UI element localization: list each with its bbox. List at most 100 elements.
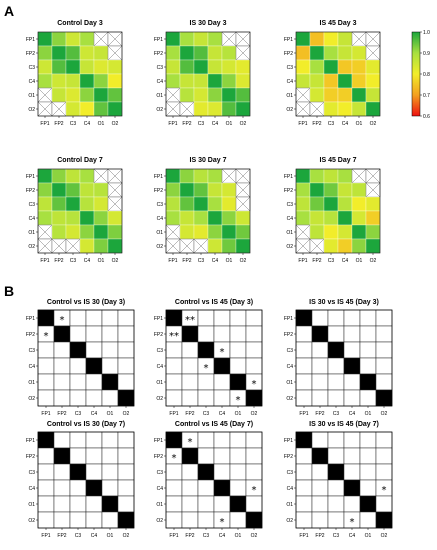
heatmap-is-45-day-7-cell (323, 196, 339, 212)
heatmap-control-day-3-cell (79, 87, 95, 103)
heatmap-is-45-day-3-cell (309, 59, 325, 75)
heatmap-control-day-3-frame (37, 31, 123, 117)
heatmap-control-day-7-cell (51, 168, 67, 184)
heatmap-control-day-7-cell (79, 168, 95, 184)
heatmap-control-day-7-cell (107, 224, 123, 240)
heatmap-is-30-day-7-cell (193, 224, 209, 240)
sig-is-30-vs-is-45-day-3-cell (327, 325, 345, 343)
heatmap-control-day-7-cell (51, 196, 67, 212)
heatmap-is-30-day-7-cross-line (235, 182, 251, 198)
heatmap-is-45-day-3-cell (309, 73, 325, 89)
sig-is-30-vs-is-45-day-3-cell (327, 373, 345, 391)
heatmap-is-30-day-7-cell (165, 210, 181, 226)
heatmap-is-30-day-7-ytick: O1 (156, 230, 163, 236)
sig-control-vs-is-30-day-3-cell (101, 325, 119, 343)
heatmap-is-45-day-3-cell (351, 45, 367, 61)
heatmap-control-day-7-cell (65, 168, 81, 184)
heatmap-control-day-7-cell (51, 224, 67, 240)
sig-is-30-vs-is-45-day-3-cell (295, 373, 313, 391)
sig-control-vs-is-30-day-7-diag-cell (37, 431, 55, 449)
sig-is-30-vs-is-45-day-3-cell (375, 309, 393, 327)
heatmap-control-day-3-cell (107, 73, 123, 89)
sig-control-vs-is-45-day-3-frame (165, 309, 263, 407)
sig-control-vs-is-30-day-7-cell (117, 495, 135, 513)
heatmap-is-45-day-7-cell (351, 196, 367, 212)
heatmap-is-45-day-3-cell (309, 31, 325, 47)
heatmap-control-day-3: Control Day 3 FP1 FP1 FP2 FP2 C3 C3 C4 C4 O1 O1 O2 O… (26, 20, 123, 127)
heatmap-is-45-day-7-cell (295, 196, 311, 212)
heatmap-is-30-day-3-cell (235, 59, 251, 75)
heatmap-control-day-7-xtick: C3 (70, 258, 77, 264)
sig-is-30-vs-is-45-day-3-ytick: O2 (286, 396, 293, 402)
sig-control-vs-is-45-day-7-xtick: FP1 (169, 533, 178, 539)
heatmap-is-45-day-3-cell (309, 87, 325, 103)
heatmap-is-30-day-3-cell (193, 59, 209, 75)
heatmap-is-45-day-7-cell (365, 224, 381, 240)
heatmap-control-day-7-frame (37, 168, 123, 254)
heatmap-is-45-day-7-cell (351, 224, 367, 240)
sig-control-vs-is-30-day-3-xtick: C4 (91, 411, 98, 417)
heatmap-control-day-7-ytick: FP2 (26, 188, 35, 194)
sig-control-vs-is-30-day-7-cell (117, 463, 135, 481)
sig-is-30-vs-is-45-day-7-cell (327, 511, 345, 529)
sig-control-vs-is-30-day-7-ytick: C4 (29, 486, 36, 492)
heatmap-is-45-day-7-cross-line (351, 168, 367, 184)
sig-control-vs-is-45-day-7-star: * (188, 437, 193, 448)
sig-control-vs-is-30-day-3-cell (69, 357, 87, 375)
sig-control-vs-is-45-day-7-cell (229, 463, 247, 481)
heatmap-control-day-3-xtick: FP1 (40, 121, 49, 127)
sig-is-30-vs-is-45-day-7-title: IS 30 vs IS 45 (Day 7) (309, 421, 379, 428)
sig-control-vs-is-30-day-7-xtick: FP1 (41, 533, 50, 539)
heatmap-control-day-3-cell (107, 59, 123, 75)
sig-is-30-vs-is-45-day-3-cell (343, 389, 361, 407)
sig-control-vs-is-45-day-3-title: Control vs IS 45 (Day 3) (175, 299, 253, 306)
sig-control-vs-is-45-day-3-xtick: O2 (251, 411, 258, 417)
heatmap-is-30-day-3: IS 30 Day 3 FP1 FP1 FP2 FP2 C3 C3 C4 C4 O1 O1 O2 O2 (154, 20, 251, 127)
sig-control-vs-is-45-day-3-cell (165, 373, 183, 391)
heatmap-is-45-day-7-xtick: O2 (370, 258, 377, 264)
sig-control-vs-is-45-day-3-cell (245, 357, 263, 375)
sig-control-vs-is-30-day-3-diag-cell (117, 389, 135, 407)
sig-control-vs-is-45-day-3-cell (197, 325, 215, 343)
heatmap-is-45-day-7-cell (309, 224, 325, 240)
heatmap-is-30-day-7-cell (193, 182, 209, 198)
sig-control-vs-is-30-day-7-cell (53, 463, 71, 481)
heatmap-is-30-day-3-cell (179, 31, 195, 47)
sig-is-30-vs-is-45-day-3-cell (359, 357, 377, 375)
sig-control-vs-is-30-day-3-cell (85, 341, 103, 359)
heatmap-control-day-7-cell (65, 224, 81, 240)
heatmap-is-30-day-3-cell (235, 101, 251, 117)
heatmap-is-45-day-3-cell (365, 101, 381, 117)
sig-is-30-vs-is-45-day-3-cell (295, 341, 313, 359)
sig-control-vs-is-30-day-3-cell (69, 373, 87, 391)
heatmap-is-45-day-3-title: IS 45 Day 3 (320, 20, 357, 27)
sig-is-30-vs-is-45-day-7-cell (343, 463, 361, 481)
heatmap-is-30-day-3-xtick: FP1 (168, 121, 177, 127)
sig-is-30-vs-is-45-day-7-cell (295, 463, 313, 481)
sig-control-vs-is-30-day-7-diag-cell (117, 511, 135, 529)
sig-control-vs-is-30-day-7-cell (69, 495, 87, 513)
heatmap-control-day-7-title: Control Day 7 (57, 157, 103, 164)
heatmap-control-day-3-cell (65, 59, 81, 75)
sig-is-30-vs-is-45-day-7-diag-cell (375, 511, 393, 529)
heatmap-is-30-day-3-cell (221, 101, 237, 117)
colorbar-tick-label: 1.0 (423, 30, 430, 36)
sig-control-vs-is-45-day-7-cell (229, 431, 247, 449)
sig-control-vs-is-45-day-7-xtick: C4 (219, 533, 226, 539)
heatmap-is-30-day-7-cell (221, 196, 237, 212)
sig-control-vs-is-45-day-7-cell (197, 495, 215, 513)
sig-control-vs-is-30-day-3-xtick: C3 (75, 411, 82, 417)
heatmap-is-30-day-7-cell (179, 224, 195, 240)
sig-is-30-vs-is-45-day-7-frame (295, 431, 393, 529)
sig-is-30-vs-is-45-day-7-cell (375, 431, 393, 449)
heatmap-control-day-3-cross-line (37, 87, 53, 103)
heatmap-is-45-day-7-xtick: FP2 (312, 258, 321, 264)
sig-control-vs-is-45-day-3-ytick: C3 (157, 348, 164, 354)
sig-is-30-vs-is-45-day-3-cell (311, 357, 329, 375)
heatmap-control-day-3-cell (93, 87, 109, 103)
heatmap-is-45-day-7-cell (323, 210, 339, 226)
heatmap-is-45-day-7-cell (309, 168, 325, 184)
sig-is-30-vs-is-45-day-3-cell (311, 373, 329, 391)
sig-control-vs-is-45-day-3-cell (197, 389, 215, 407)
heatmap-is-45-day-3-cell (351, 87, 367, 103)
